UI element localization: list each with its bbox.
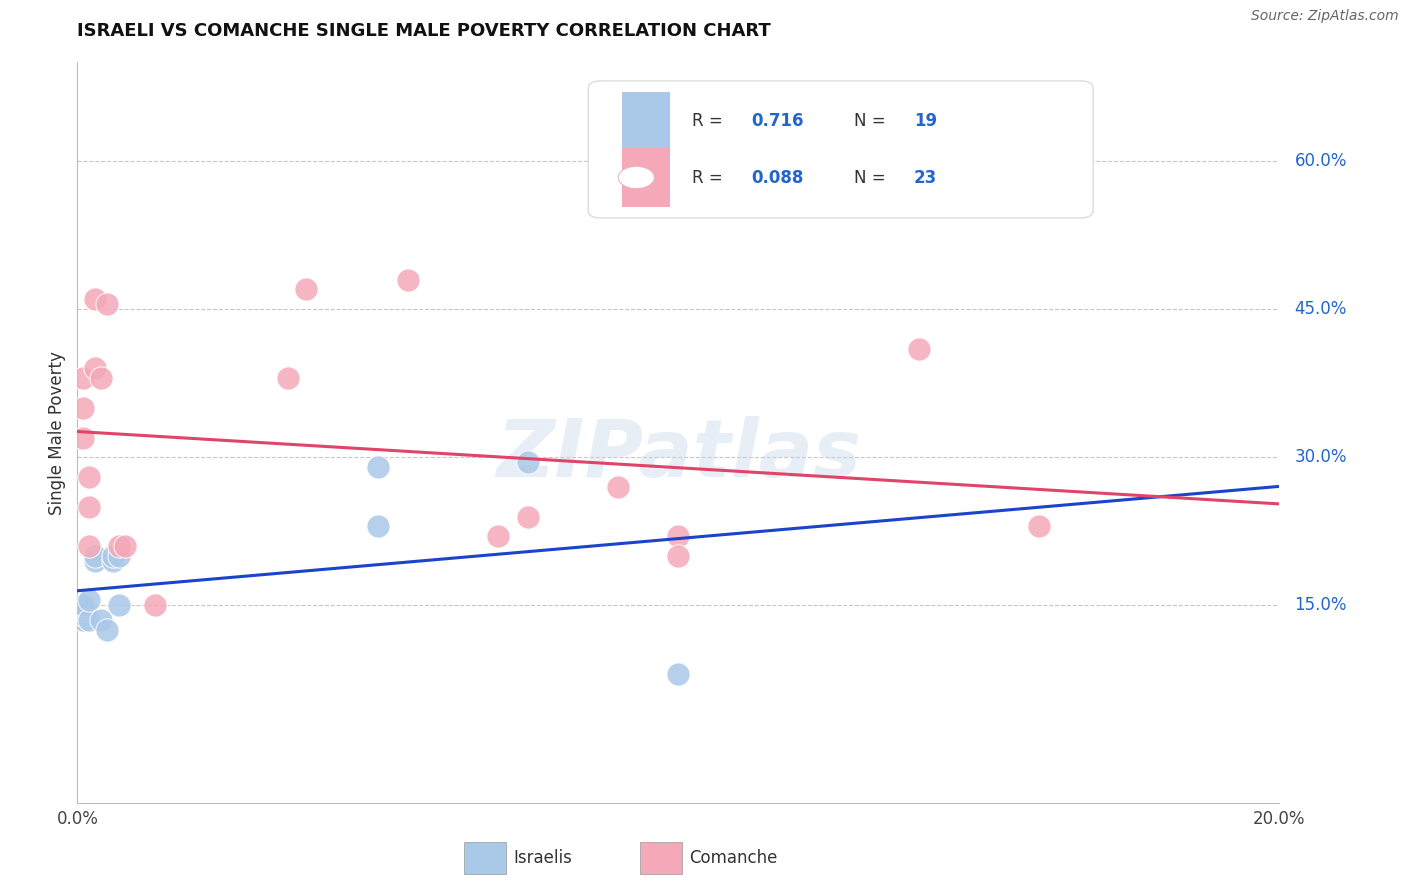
- Text: 0.716: 0.716: [752, 112, 804, 130]
- FancyBboxPatch shape: [621, 92, 671, 151]
- Point: [108, 549, 131, 563]
- Point: [108, 599, 131, 613]
- Point: [668, 667, 690, 681]
- Text: 60.0%: 60.0%: [1295, 153, 1347, 170]
- Point: [517, 455, 540, 469]
- Text: 15.0%: 15.0%: [1295, 597, 1347, 615]
- Text: R =: R =: [692, 112, 728, 130]
- Point: [84, 361, 107, 376]
- Point: [367, 460, 389, 475]
- Point: [114, 539, 136, 553]
- Point: [908, 342, 931, 356]
- Text: Source: ZipAtlas.com: Source: ZipAtlas.com: [1251, 9, 1399, 23]
- Text: 30.0%: 30.0%: [1295, 449, 1347, 467]
- Point: [607, 480, 630, 494]
- Point: [396, 272, 419, 286]
- Point: [668, 549, 690, 563]
- Point: [79, 500, 101, 514]
- Point: [72, 608, 94, 623]
- Text: 0.088: 0.088: [752, 169, 804, 186]
- Point: [90, 371, 112, 385]
- Point: [84, 549, 107, 563]
- Y-axis label: Single Male Poverty: Single Male Poverty: [48, 351, 66, 515]
- Point: [96, 623, 118, 637]
- Point: [72, 431, 94, 445]
- Text: N =: N =: [853, 112, 891, 130]
- Point: [277, 371, 299, 385]
- Text: N =: N =: [853, 169, 891, 186]
- Text: 45.0%: 45.0%: [1295, 301, 1347, 318]
- Point: [103, 549, 125, 563]
- Text: ISRAELI VS COMANCHE SINGLE MALE POVERTY CORRELATION CHART: ISRAELI VS COMANCHE SINGLE MALE POVERTY …: [77, 22, 770, 40]
- Point: [84, 554, 107, 568]
- Point: [79, 539, 101, 553]
- Point: [1028, 519, 1050, 533]
- Point: [517, 509, 540, 524]
- Point: [294, 283, 316, 297]
- Text: R =: R =: [692, 169, 728, 186]
- Point: [145, 599, 167, 613]
- Text: 23: 23: [914, 169, 938, 186]
- Point: [103, 554, 125, 568]
- Point: [90, 613, 112, 627]
- FancyBboxPatch shape: [588, 81, 1092, 218]
- Text: Israelis: Israelis: [513, 849, 572, 867]
- Text: ZIPatlas: ZIPatlas: [496, 416, 860, 494]
- Text: Comanche: Comanche: [689, 849, 778, 867]
- Point: [96, 297, 118, 311]
- Point: [72, 600, 94, 615]
- Text: 19: 19: [914, 112, 938, 130]
- Point: [79, 613, 101, 627]
- Point: [367, 519, 389, 533]
- Point: [79, 470, 101, 484]
- Point: [72, 371, 94, 385]
- Point: [72, 603, 94, 617]
- Point: [79, 593, 101, 607]
- Point: [72, 599, 94, 613]
- Point: [72, 401, 94, 415]
- FancyBboxPatch shape: [621, 148, 671, 207]
- Point: [108, 539, 131, 553]
- Point: [486, 529, 509, 543]
- Point: [84, 293, 107, 307]
- Point: [668, 529, 690, 543]
- Point: [72, 613, 94, 627]
- Circle shape: [619, 167, 654, 188]
